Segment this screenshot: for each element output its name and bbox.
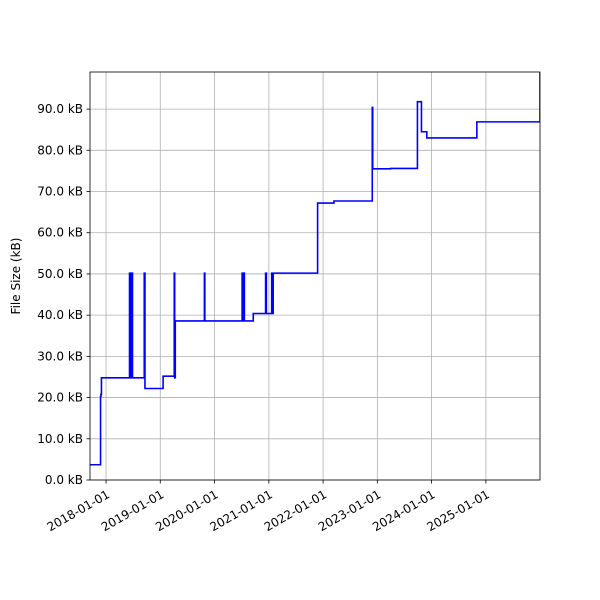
y-tick-label: 0.0 kB <box>45 473 83 487</box>
y-tick-label: 80.0 kB <box>37 143 83 157</box>
y-axis: 0.0 kB 10.0 kB 20.0 kB 30.0 kB 40.0 kB 50.0 k… <box>37 102 90 487</box>
y-tick-label: 50.0 kB <box>37 267 83 281</box>
series-line-file-size <box>90 72 540 466</box>
y-tick-label: 10.0 kB <box>37 432 83 446</box>
y-tick-label: 70.0 kB <box>37 185 83 199</box>
y-tick-label: 20.0 kB <box>37 391 83 405</box>
y-tick-label: 90.0 kB <box>37 102 83 116</box>
y-tick-label: 30.0 kB <box>37 349 83 363</box>
y-tick-label: 40.0 kB <box>37 308 83 322</box>
plot-frame <box>89 71 541 481</box>
grid <box>90 72 540 481</box>
y-tick-label: 60.0 kB <box>37 226 83 240</box>
y-axis-title: File Size (kB) <box>9 238 23 315</box>
